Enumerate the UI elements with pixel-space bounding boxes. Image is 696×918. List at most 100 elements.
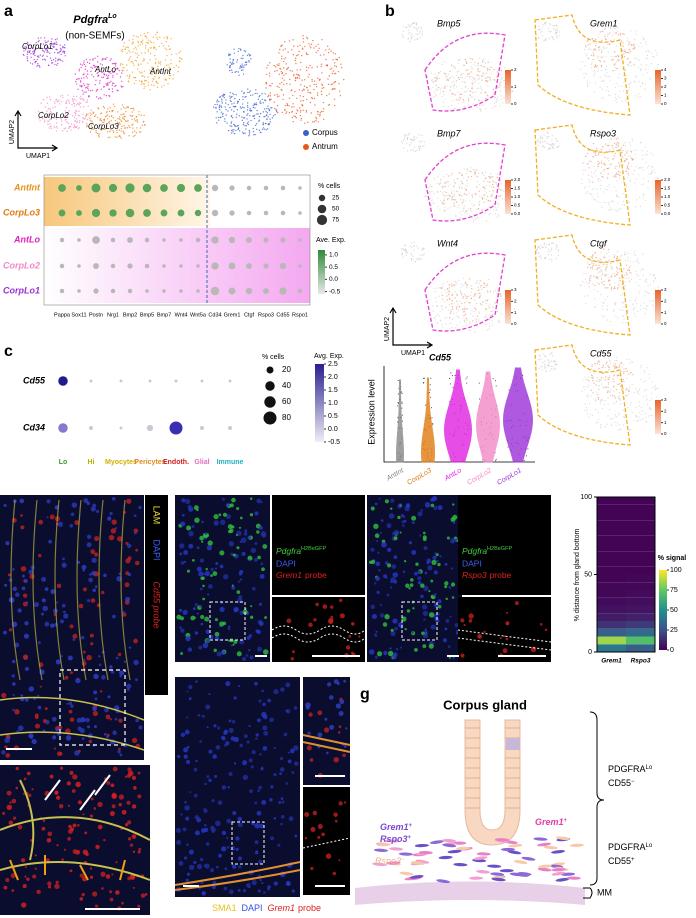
- nucleus: [237, 651, 242, 656]
- umap-point: [624, 160, 625, 161]
- umap-point: [477, 70, 478, 71]
- umap-point: [74, 103, 75, 104]
- colorbar: [655, 400, 661, 434]
- umap-point: [630, 181, 631, 182]
- umap-point: [632, 140, 633, 141]
- umap-point: [48, 127, 49, 128]
- violin-point: [495, 460, 496, 461]
- umap-point: [282, 72, 283, 73]
- nucleus: [50, 515, 55, 520]
- umap-point: [483, 181, 484, 182]
- umap-point: [129, 75, 130, 76]
- umap-point: [320, 54, 321, 55]
- dot: [211, 236, 218, 243]
- umap-point: [231, 132, 232, 133]
- umap-point: [322, 111, 323, 112]
- umap-point: [178, 52, 179, 53]
- umap-point: [609, 184, 610, 185]
- umap-point: [585, 279, 586, 280]
- umap-point: [295, 77, 296, 78]
- umap-point: [455, 216, 456, 217]
- umap-point: [443, 176, 444, 177]
- umap-point: [557, 27, 558, 28]
- umap-point: [595, 398, 596, 399]
- umap-point: [126, 121, 127, 122]
- umap-point: [457, 305, 458, 306]
- umap-point: [444, 191, 445, 192]
- umap-point: [491, 320, 492, 321]
- umap-point: [620, 34, 621, 35]
- umap-point: [613, 311, 614, 312]
- umap-point: [452, 198, 453, 199]
- umap-point: [589, 264, 590, 265]
- umap-point: [87, 88, 88, 89]
- umap-point: [635, 30, 636, 31]
- column-label: Sox11: [71, 312, 86, 318]
- umap-point: [299, 77, 300, 78]
- dot: [145, 264, 149, 268]
- umap-point: [137, 121, 138, 122]
- umap-point: [133, 77, 134, 78]
- umap-point: [75, 115, 76, 116]
- colorbar: [655, 180, 661, 214]
- umap-point: [428, 315, 429, 316]
- umap-point: [433, 81, 434, 82]
- dot: [228, 426, 232, 430]
- legend-label: 0.5: [328, 413, 338, 420]
- umap-point: [295, 63, 296, 64]
- nucleus: [7, 791, 12, 796]
- nucleus: [207, 540, 212, 545]
- umap-point: [593, 42, 594, 43]
- umap-point: [407, 139, 408, 140]
- umap-point: [285, 48, 286, 49]
- umap-point: [615, 67, 616, 68]
- umap-point: [296, 109, 297, 110]
- umap-point: [459, 185, 460, 186]
- umap-point: [423, 145, 424, 146]
- umap-point: [321, 88, 322, 89]
- dot: [246, 288, 252, 294]
- nucleus: [88, 578, 93, 583]
- umap-point: [269, 99, 270, 100]
- umap-point: [74, 106, 75, 107]
- umap-point: [418, 259, 419, 260]
- violin-point: [402, 403, 403, 404]
- umap-point: [500, 312, 501, 313]
- umap-point: [628, 168, 629, 169]
- umap-point: [610, 206, 611, 207]
- umap-point: [456, 80, 457, 81]
- umap-point: [402, 142, 403, 143]
- umap-point: [293, 45, 294, 46]
- umap-point: [442, 64, 443, 65]
- umap-point: [300, 119, 301, 120]
- umap-point: [317, 94, 318, 95]
- umap-point: [242, 120, 243, 121]
- umap-point: [300, 110, 301, 111]
- umap-point: [445, 181, 446, 182]
- nucleus: [60, 767, 63, 770]
- umap-point: [612, 379, 613, 380]
- dot: [120, 380, 123, 383]
- umap-point: [555, 258, 556, 259]
- umap-point: [615, 425, 616, 426]
- umap-point: [591, 62, 592, 63]
- nucleus: [43, 820, 45, 822]
- nucleus: [48, 885, 51, 888]
- umap-point: [540, 141, 541, 142]
- colorbar-label: 1: [514, 84, 517, 89]
- umap-point: [593, 52, 594, 53]
- umap-point: [451, 190, 452, 191]
- umap-point: [609, 375, 610, 376]
- umap-point: [122, 49, 123, 50]
- violin-point: [398, 394, 399, 395]
- umap-point: [545, 140, 546, 141]
- umap-point: [499, 215, 500, 216]
- umap-point: [469, 303, 470, 304]
- umap-point: [285, 73, 286, 74]
- legend-label: Corpus: [312, 128, 338, 137]
- umap-point: [297, 54, 298, 55]
- umap-point: [483, 75, 484, 76]
- nucleus: [13, 694, 15, 696]
- umap-point: [87, 62, 88, 63]
- umap-point: [492, 190, 493, 191]
